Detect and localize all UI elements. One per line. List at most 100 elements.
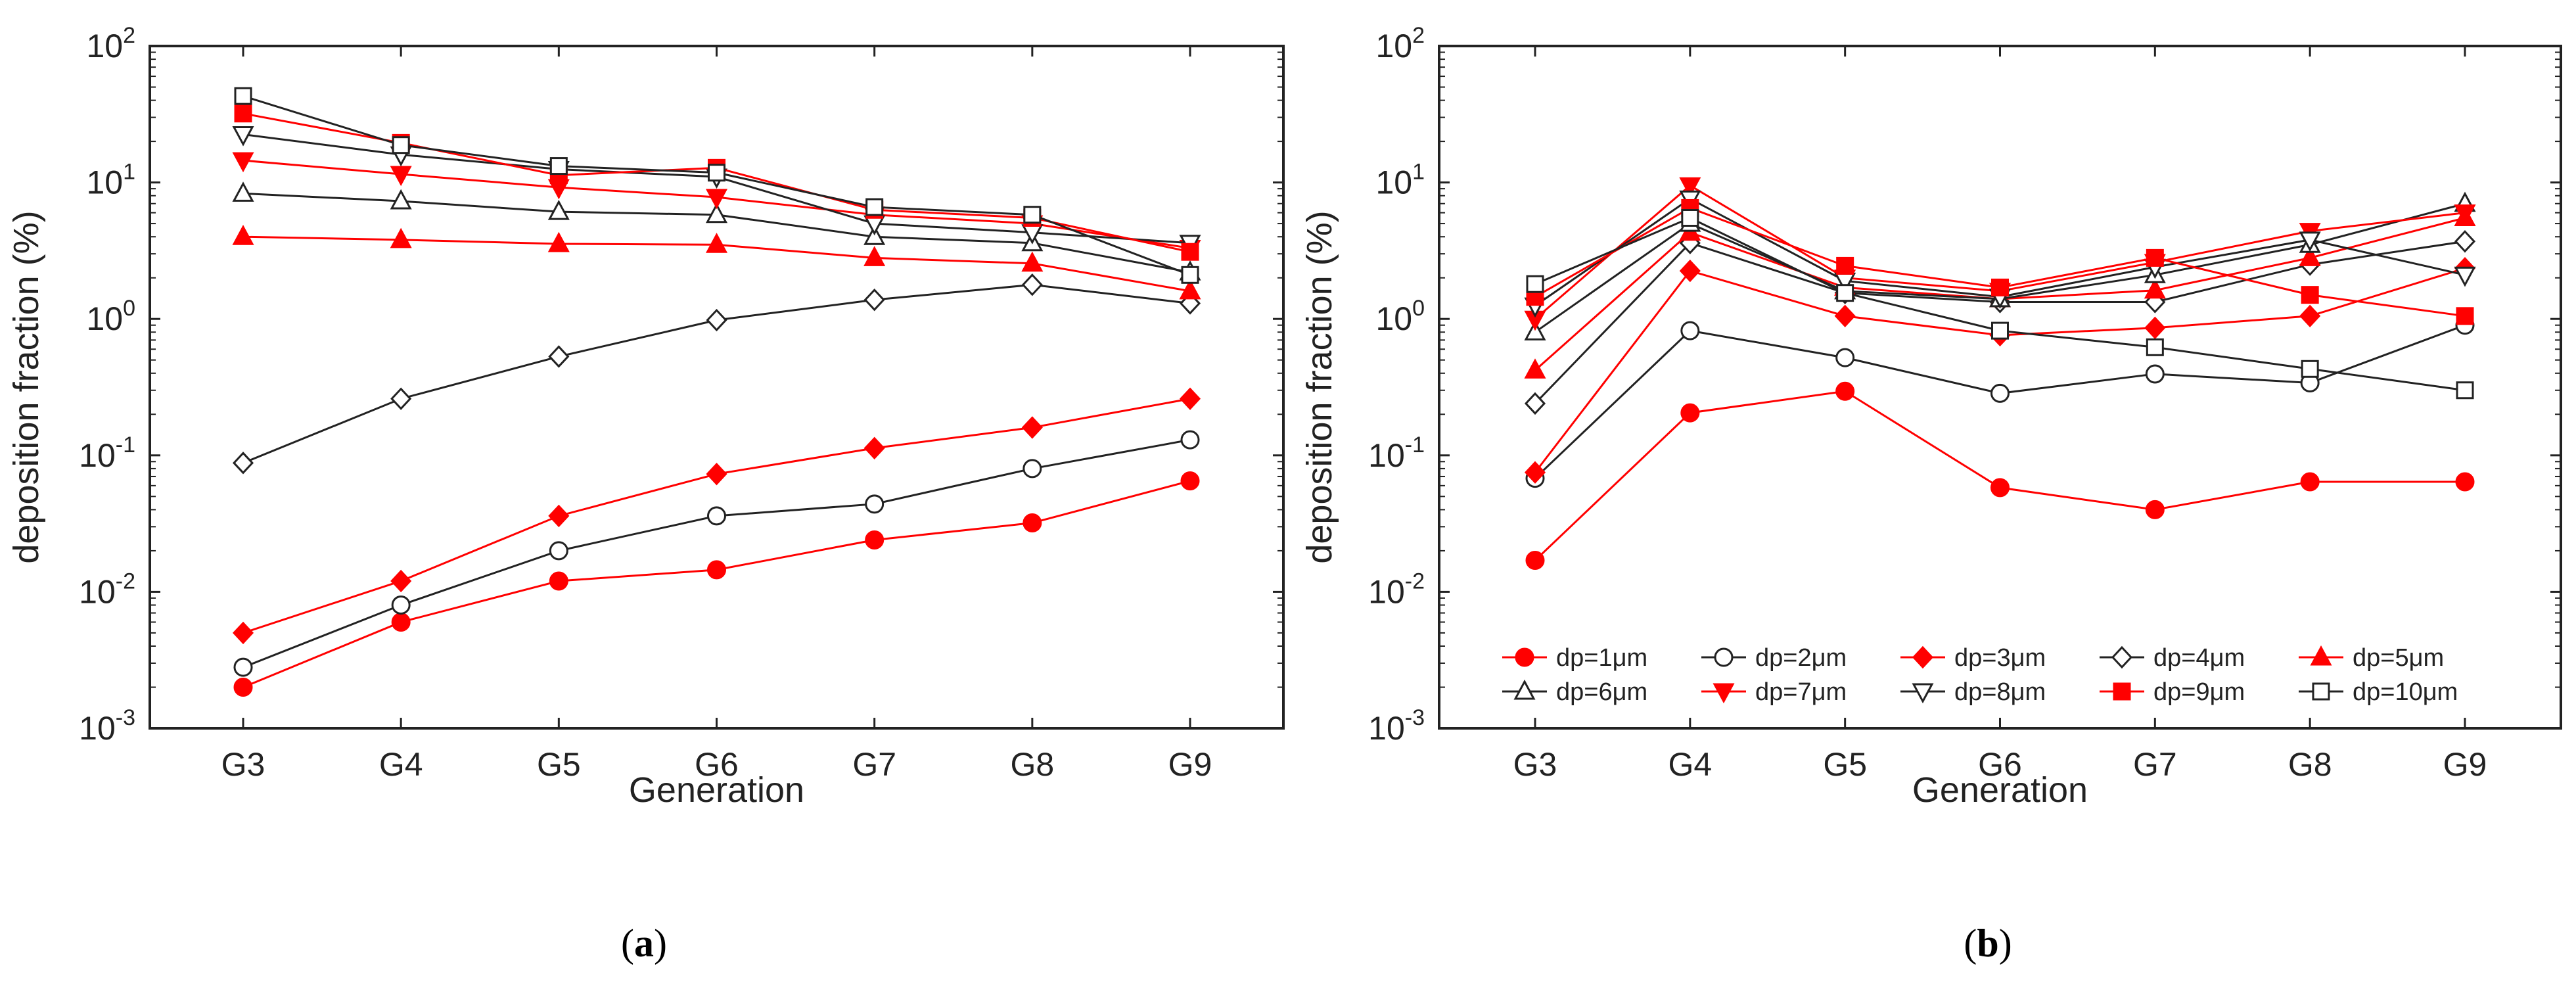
data-point — [1679, 259, 1701, 283]
panel-a: 10-3 10-2 10-1 100 101 102 G3 G4 G5 G6 G7 G8 G9 Gen… — [7, 23, 1285, 965]
data-point — [865, 198, 884, 216]
data-point — [232, 621, 254, 645]
data-point — [1526, 275, 1544, 293]
data-point — [390, 569, 412, 593]
legend-label: dp=1μm — [1556, 644, 1647, 672]
legend-item: dp=6μm — [1502, 678, 1647, 706]
data-point — [1524, 461, 1546, 484]
data-point — [391, 596, 411, 615]
data-point — [2145, 364, 2165, 384]
x-tick-label: G7 — [852, 746, 896, 783]
data-point — [233, 657, 253, 677]
data-point — [1680, 321, 1700, 340]
legend-label: dp=6μm — [1556, 678, 1647, 706]
data-point — [1679, 177, 1701, 198]
data-point — [1179, 387, 1201, 410]
panel-b: 10-3 10-2 10-1 100 101 102 G3 G4 G5 G6 G7 G8 G9 dp=… — [1300, 23, 2562, 965]
data-point — [549, 571, 568, 591]
legend-label: dp=8μm — [1954, 678, 2046, 706]
y-tick-label: 10-2 — [1368, 569, 1425, 610]
x-tick-label: G4 — [379, 746, 423, 783]
series-dp-1-m — [233, 471, 1200, 697]
series-dp-5-m — [232, 225, 1201, 300]
series-dp-10-m — [1526, 209, 2474, 400]
data-point — [1681, 209, 1699, 227]
data-point — [1023, 206, 1042, 224]
data-point — [865, 494, 885, 514]
legend-item: dp=8μm — [1900, 678, 2046, 706]
data-point — [1990, 478, 2010, 498]
data-point — [1834, 304, 1856, 327]
data-point — [708, 164, 725, 182]
legend-item: dp=1μm — [1502, 644, 1647, 672]
axis-ticks-b — [1439, 45, 2561, 730]
data-point — [707, 506, 726, 526]
data-point — [2454, 204, 2476, 225]
data-point — [863, 246, 886, 266]
data-point — [1021, 416, 1043, 439]
data-point — [391, 612, 411, 632]
panel-label-b: (b) — [1964, 922, 2012, 965]
data-point — [234, 105, 252, 123]
data-point — [548, 504, 570, 528]
x-tick-label: G3 — [221, 746, 265, 783]
legend-label: dp=5μm — [2353, 644, 2444, 672]
legend-item: dp=4μm — [2100, 644, 2245, 672]
data-point — [865, 530, 885, 549]
data-point — [2454, 230, 2476, 253]
x-tick-label: G8 — [1010, 746, 1054, 783]
data-point — [232, 452, 254, 475]
data-point — [2144, 278, 2166, 299]
legend-marker — [2111, 645, 2133, 669]
data-point — [392, 136, 410, 154]
y-tick-label: 100 — [86, 296, 135, 337]
series-dp-10-m — [234, 87, 1199, 284]
x-tick-label: G6 — [695, 746, 739, 783]
data-point — [863, 288, 885, 312]
legend-item: dp=9μm — [2100, 678, 2245, 706]
series-dp-2-m — [1525, 316, 2475, 488]
legend-marker — [2113, 682, 2131, 701]
x-axis-title-a: Generation — [629, 770, 804, 810]
data-point — [863, 436, 885, 459]
data-point — [2455, 472, 2475, 492]
legend-item: dp=2μm — [1701, 644, 1847, 672]
data-point — [1991, 321, 2009, 340]
data-point — [1836, 256, 1854, 275]
legend-item: dp=5μm — [2299, 644, 2444, 672]
data-point — [390, 166, 412, 187]
data-point — [232, 152, 254, 173]
data-point — [1680, 403, 1700, 423]
series-dp-1-m — [1525, 381, 2475, 571]
data-point — [1835, 348, 1855, 367]
data-point — [1181, 243, 1199, 261]
series-dp-2-m — [233, 430, 1200, 677]
y-tick-label: 102 — [86, 23, 135, 64]
data-point — [2299, 231, 2321, 252]
series-layer-b — [1524, 177, 2476, 571]
legend-marker — [1713, 683, 1735, 704]
x-tick-label: G4 — [1668, 746, 1712, 783]
data-point — [548, 345, 570, 368]
data-point — [547, 200, 570, 220]
x-tick-label: G5 — [1823, 746, 1867, 783]
data-point — [2299, 304, 2321, 327]
x-tick-label: G5 — [537, 746, 581, 783]
data-point — [232, 225, 254, 245]
y-tick-labels-a: 10-3 10-2 10-1 100 101 102 — [79, 23, 135, 747]
x-tick-labels-a: G3 G4 G5 G6 G7 G8 G9 — [221, 746, 1212, 783]
data-point — [1180, 430, 1200, 450]
y-tick-label: 102 — [1375, 23, 1425, 64]
data-point — [390, 189, 412, 210]
x-tick-labels-b: G3 G4 G5 G6 G7 G8 G9 — [1513, 746, 2487, 783]
y-tick-label: 100 — [1375, 296, 1425, 337]
data-point — [547, 231, 570, 252]
y-tick-label: 10-3 — [79, 705, 135, 747]
data-point — [232, 126, 254, 147]
y-tick-labels-b: 10-3 10-2 10-1 100 101 102 — [1368, 23, 1425, 747]
data-point — [705, 233, 728, 253]
legend-label: dp=3μm — [1954, 644, 2046, 672]
legend-item: dp=7μm — [1701, 678, 1847, 706]
y-tick-label: 101 — [86, 160, 135, 201]
data-point — [1991, 278, 2009, 296]
